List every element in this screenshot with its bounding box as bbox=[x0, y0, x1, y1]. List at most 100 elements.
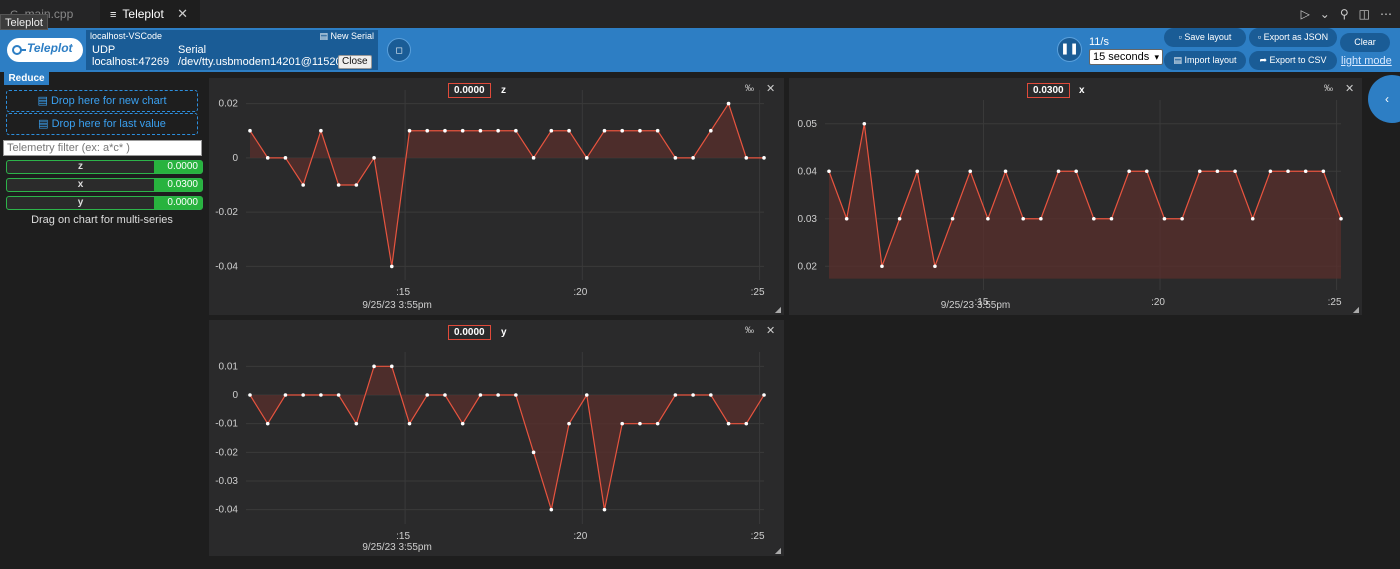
y-tick-label: 0.03 bbox=[798, 214, 818, 225]
data-point bbox=[933, 264, 937, 269]
stats-icon[interactable]: ‰ bbox=[745, 325, 754, 335]
data-point bbox=[655, 421, 660, 426]
data-point bbox=[265, 421, 270, 426]
y-tick-label: -0.03 bbox=[215, 476, 238, 487]
udp-address: localhost:47269 bbox=[92, 56, 170, 68]
data-point bbox=[1092, 216, 1096, 221]
telemetry-name: x bbox=[77, 179, 84, 190]
telemetry-filter-input[interactable]: Telemetry filter (ex: a*c* ) bbox=[3, 140, 202, 156]
expand-panel-button[interactable]: ‹ bbox=[1368, 75, 1400, 123]
pause-icon: ❚❚ bbox=[1060, 43, 1079, 55]
telemetry-item-x[interactable]: x 0.0300 bbox=[6, 178, 203, 192]
data-point bbox=[336, 393, 341, 397]
data-point bbox=[425, 393, 430, 397]
telemetry-item-y[interactable]: y 0.0000 bbox=[6, 196, 203, 210]
chart-z[interactable]: 0.02 0 -0.02 -0.04:15:20:25 9/25/23 3:55pm 0… bbox=[209, 78, 784, 315]
y-tick-label: 0.02 bbox=[219, 99, 239, 110]
current-value-box: 0.0000 bbox=[448, 325, 491, 340]
chevron-left-icon: ‹ bbox=[1385, 92, 1389, 106]
telemetry-name: z bbox=[78, 161, 83, 172]
drop-new-chart-zone[interactable]: ▤ Drop here for new chart bbox=[6, 90, 198, 112]
serial-label: Serial bbox=[178, 44, 207, 56]
y-tick-label: -0.02 bbox=[215, 447, 238, 458]
data-point bbox=[844, 216, 849, 221]
preview-icon: ≡ bbox=[110, 9, 117, 21]
connection-title: localhost-VSCode bbox=[90, 31, 163, 41]
drop-last-value-zone[interactable]: ▤ Drop here for last value bbox=[6, 113, 198, 135]
stats-icon[interactable]: ‰ bbox=[745, 83, 754, 93]
data-point bbox=[496, 128, 500, 133]
data-point bbox=[1215, 169, 1220, 174]
debug-icon[interactable]: ⚲ bbox=[1339, 7, 1349, 21]
chart-z-plot[interactable]: 0.02 0 -0.02 -0.04:15:20:25 9/25/23 3:55pm bbox=[209, 78, 784, 315]
telemetry-value: 0.0000 bbox=[154, 161, 202, 173]
connect-button[interactable]: ◻ bbox=[387, 38, 411, 62]
data-point bbox=[726, 421, 731, 426]
chart-y[interactable]: 0.01 0 -0.01 -0.02 -0.03 -0.04:15:20:25 9/25/2… bbox=[209, 320, 784, 556]
export-csv-button[interactable]: ➦ Export to CSV bbox=[1249, 51, 1337, 70]
y-tick-label: 0.02 bbox=[798, 261, 818, 272]
reduce-button[interactable]: Reduce bbox=[4, 72, 49, 85]
data-point bbox=[726, 101, 731, 106]
data-point bbox=[549, 128, 554, 133]
y-tick-label: -0.04 bbox=[215, 261, 238, 272]
data-point bbox=[301, 183, 305, 187]
import-icon: ▤ bbox=[1173, 55, 1182, 65]
chart-x[interactable]: 0.05 0.04 0.03 0.02:15:20:25 9/25/23 3:55pm … bbox=[789, 78, 1362, 315]
close-tab-icon[interactable]: ✕ bbox=[177, 6, 188, 21]
light-mode-link[interactable]: light mode bbox=[1341, 55, 1392, 67]
x-tick-label: :15 bbox=[975, 297, 989, 308]
telemetry-value: 0.0300 bbox=[154, 179, 202, 191]
data-point bbox=[1233, 169, 1237, 174]
chart-x-plot[interactable]: 0.05 0.04 0.03 0.02:15:20:25 9/25/23 3:55pm bbox=[789, 78, 1362, 315]
data-point bbox=[319, 393, 323, 397]
new-serial-button[interactable]: ▤ New Serial bbox=[319, 31, 374, 42]
time-window-select[interactable]: 15 seconds ▾ bbox=[1089, 49, 1163, 65]
data-point bbox=[460, 128, 465, 133]
x-tick-label: :15 bbox=[396, 531, 410, 542]
data-point bbox=[744, 421, 749, 426]
more-actions-icon[interactable]: ⋯ bbox=[1380, 7, 1392, 21]
data-point bbox=[443, 393, 447, 397]
square-icon: ◻ bbox=[395, 45, 403, 55]
serial-icon: ▤ bbox=[319, 31, 328, 41]
data-point bbox=[602, 128, 607, 133]
date-label: 9/25/23 3:55pm bbox=[362, 542, 432, 553]
telemetry-item-z[interactable]: z 0.0000 bbox=[6, 160, 203, 174]
tab-teleplot[interactable]: ≡ Teleplot ✕ bbox=[100, 0, 200, 28]
chart-y-plot[interactable]: 0.01 0 -0.01 -0.02 -0.03 -0.04:15:20:25 9/25/2… bbox=[209, 320, 784, 556]
serial-port: /dev/tty.usbmodem14201@115200 bbox=[178, 56, 348, 68]
close-connection-button[interactable]: Close bbox=[338, 55, 372, 69]
stats-icon[interactable]: ‰ bbox=[1324, 83, 1333, 93]
data-point bbox=[620, 421, 625, 426]
data-point bbox=[709, 393, 713, 397]
export-json-button[interactable]: ▫ Export as JSON bbox=[1249, 28, 1337, 47]
pause-button[interactable]: ❚❚ bbox=[1057, 37, 1082, 62]
series-area bbox=[829, 123, 1341, 279]
resize-handle-icon[interactable]: ◢ bbox=[1352, 305, 1359, 314]
data-point bbox=[638, 421, 642, 426]
data-point bbox=[691, 393, 695, 397]
data-point bbox=[531, 156, 536, 160]
close-chart-icon[interactable]: ✕ bbox=[766, 325, 776, 337]
data-point bbox=[655, 128, 660, 133]
run-icon[interactable]: ▷ bbox=[1300, 7, 1310, 21]
save-layout-button[interactable]: ▫ Save layout bbox=[1164, 28, 1246, 47]
x-tick-label: :20 bbox=[1151, 297, 1165, 308]
series-line bbox=[249, 365, 765, 510]
data-point bbox=[827, 169, 831, 174]
editor-tab-bar: Gmain.cpp ≡Teleplot ✕ ▷⌄⚲◫⋯ bbox=[0, 0, 1400, 28]
export-csv-label: Export to CSV bbox=[1269, 55, 1327, 65]
close-chart-icon[interactable]: ✕ bbox=[766, 83, 776, 95]
chevron-down-icon[interactable]: ⌄ bbox=[1319, 7, 1330, 21]
data-point bbox=[1339, 216, 1343, 221]
split-editor-icon[interactable]: ◫ bbox=[1358, 7, 1370, 21]
resize-handle-icon[interactable]: ◢ bbox=[774, 305, 781, 314]
telemetry-name: y bbox=[77, 197, 84, 208]
teleplot-header: Teleplot localhost-VSCode ▤ New Serial U… bbox=[0, 28, 1400, 72]
close-chart-icon[interactable]: ✕ bbox=[1345, 83, 1355, 95]
y-tick-label: 0 bbox=[232, 153, 238, 164]
resize-handle-icon[interactable]: ◢ bbox=[774, 546, 781, 555]
clear-button[interactable]: Clear bbox=[1340, 33, 1390, 52]
import-layout-button[interactable]: ▤ Import layout bbox=[1164, 51, 1246, 70]
